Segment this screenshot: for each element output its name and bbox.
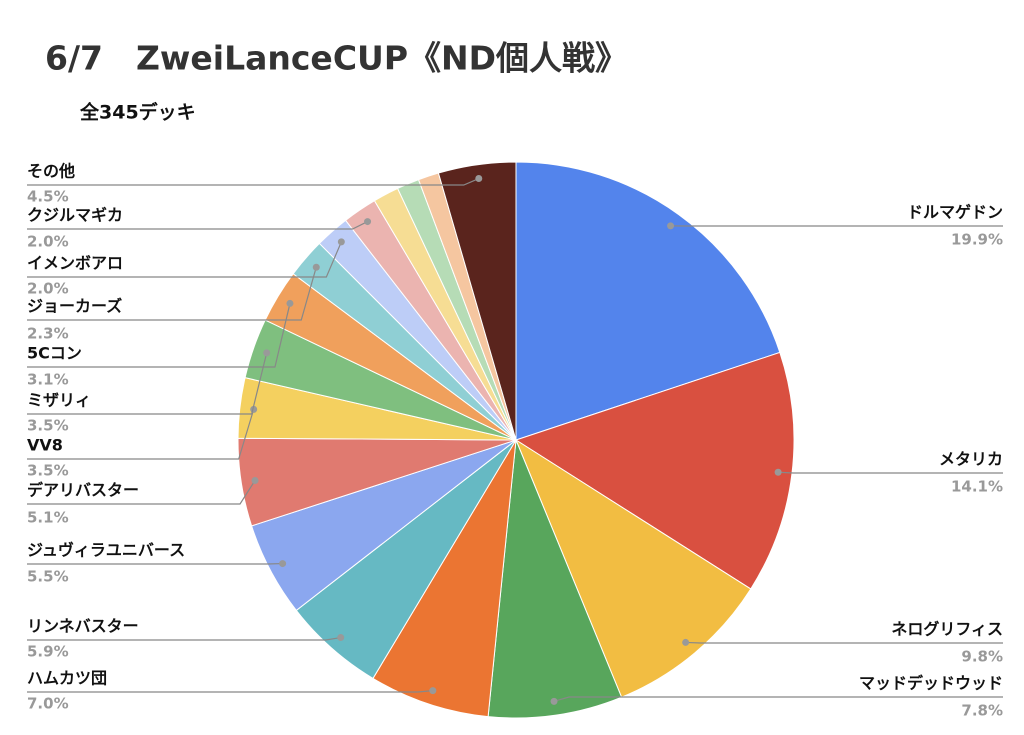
leader-line (553, 696, 1003, 702)
slice-value-label: 3.1% (27, 371, 69, 389)
slice-value-label: 5.1% (27, 509, 69, 527)
leader-dot (312, 263, 320, 271)
pie-slice (514, 351, 795, 590)
leader-line (685, 641, 1003, 644)
leader-line (778, 471, 1003, 474)
leader-dot (774, 468, 782, 476)
slice-label: ジョーカーズ (27, 297, 122, 316)
slice-value-label: 2.0% (27, 280, 69, 298)
slice-label: ドルマゲドン (907, 203, 1003, 222)
leader-line (27, 409, 255, 460)
slice-value-label: 3.5% (27, 417, 69, 435)
slice-value-label: 19.9% (951, 231, 1003, 249)
pie-slice (514, 438, 752, 698)
pie-slice (437, 161, 517, 441)
leader-dot (337, 634, 345, 642)
slice-value-label: 2.3% (27, 325, 69, 343)
pie-slice (515, 161, 781, 441)
slice-label: VV8 (27, 436, 63, 455)
slice-label: クジルマギカ (27, 206, 123, 225)
slice-label: ミザリィ (27, 391, 91, 410)
leader-dot (667, 222, 675, 230)
slice-label: デアリバスター (27, 481, 139, 500)
leader-dot (429, 687, 437, 695)
slice-value-label: 14.1% (951, 478, 1003, 496)
pie-slice (487, 439, 623, 719)
chart-title: 6/7 ZweiLanceCUP《ND個人戦》 (45, 39, 628, 78)
leader-dot (251, 476, 259, 484)
leader-dot (550, 697, 558, 705)
leader-line (27, 480, 256, 505)
leader-line (27, 690, 433, 693)
slice-label: メタリカ (939, 450, 1003, 469)
leader-line (27, 303, 291, 368)
slice-value-label: 9.8% (961, 648, 1003, 666)
leader-line (27, 221, 368, 230)
leader-dot (286, 299, 294, 307)
slice-value-label: 5.5% (27, 568, 69, 586)
slice-value-label: 7.8% (961, 702, 1003, 720)
slice-label: イメンボアロ (27, 254, 123, 273)
slice-value-label: 5.9% (27, 643, 69, 661)
slice-label: ハムカツ団 (27, 669, 107, 688)
slice-value-label: 3.5% (27, 462, 69, 480)
slice-label: ネログリフィス (891, 620, 1003, 639)
chart-subtitle: 全345デッキ (79, 101, 196, 124)
leader-dot (682, 638, 690, 646)
leader-line (27, 352, 268, 415)
slice-label: ジュヴィラユニバース (27, 541, 185, 560)
leader-dot (475, 175, 483, 183)
slice-value-label: 4.5% (27, 188, 69, 206)
pie-slice (372, 439, 517, 718)
leader-line (27, 241, 342, 278)
leader-line (27, 636, 341, 641)
slice-label: マッドデッドウッド (859, 674, 1003, 693)
slice-label: リンネバスター (27, 617, 139, 636)
slice-label: その他 (27, 162, 75, 181)
leader-line (27, 177, 480, 186)
slice-label: 5Cコン (27, 344, 82, 363)
leader-dot (279, 560, 287, 568)
leader-dot (263, 349, 271, 357)
leader-dot (337, 238, 345, 246)
slice-value-label: 7.0% (27, 695, 69, 713)
leader-dot (364, 218, 372, 226)
slice-value-label: 2.0% (27, 233, 69, 251)
leader-line (27, 267, 317, 321)
